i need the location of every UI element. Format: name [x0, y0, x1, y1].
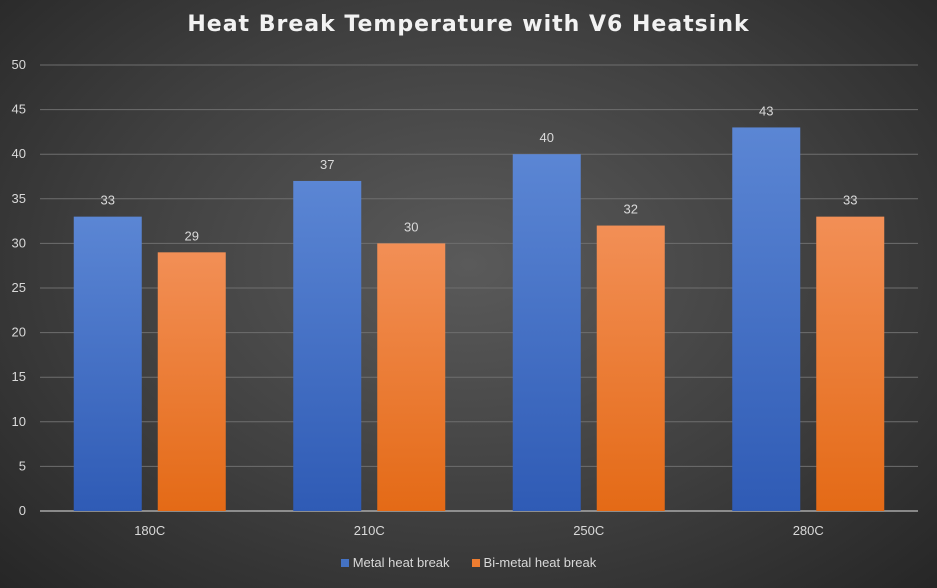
y-tick-label: 5: [19, 458, 26, 473]
bar-bimetal-280C: [816, 216, 885, 511]
data-label: 37: [320, 157, 334, 172]
bar-metal-250C: [512, 154, 581, 511]
chart-title: Heat Break Temperature with V6 Heatsink: [187, 12, 750, 37]
x-tick-label: 250C: [573, 523, 604, 538]
data-label: 33: [843, 193, 857, 208]
y-axis-ticks: 0 5 10 15 20 25 30 35 40 45 50: [12, 57, 26, 518]
legend-item: Metal heat break: [340, 555, 450, 570]
y-tick-label: 45: [12, 102, 26, 117]
bar-bimetal-250C: [596, 225, 665, 511]
legend-swatch: [340, 558, 349, 567]
y-tick-label: 10: [12, 414, 26, 429]
y-tick-label: 0: [19, 503, 26, 518]
legend-label: Metal heat break: [352, 555, 450, 570]
legend: Metal heat break Bi-metal heat break: [0, 555, 937, 570]
data-label: 40: [540, 130, 554, 145]
data-label: 30: [404, 219, 418, 234]
data-label: 43: [759, 103, 773, 118]
bar-metal-210C: [293, 180, 362, 511]
y-tick-label: 35: [12, 191, 26, 206]
bars: [73, 127, 885, 511]
data-label: 29: [185, 228, 199, 243]
y-tick-label: 30: [12, 235, 26, 250]
legend-label: Bi-metal heat break: [483, 555, 597, 570]
data-label: 32: [624, 202, 638, 217]
legend-item: Bi-metal heat break: [471, 555, 597, 570]
data-label: 33: [101, 193, 115, 208]
x-tick-label: 280C: [793, 523, 824, 538]
y-tick-label: 50: [12, 57, 26, 72]
legend-swatch: [471, 558, 480, 567]
x-tick-label: 180C: [134, 523, 165, 538]
x-axis-ticks: 180C 210C 250C 280C: [134, 523, 824, 538]
y-tick-label: 25: [12, 280, 26, 295]
x-tick-label: 210C: [354, 523, 385, 538]
bar-bimetal-210C: [377, 243, 446, 511]
y-tick-label: 20: [12, 325, 26, 340]
y-tick-label: 40: [12, 146, 26, 161]
bar-metal-180C: [73, 216, 142, 511]
data-labels: 33 29 37 30 40 32 43 33: [101, 103, 858, 243]
bar-metal-280C: [732, 127, 801, 511]
y-tick-label: 15: [12, 369, 26, 384]
bar-bimetal-180C: [157, 252, 226, 511]
